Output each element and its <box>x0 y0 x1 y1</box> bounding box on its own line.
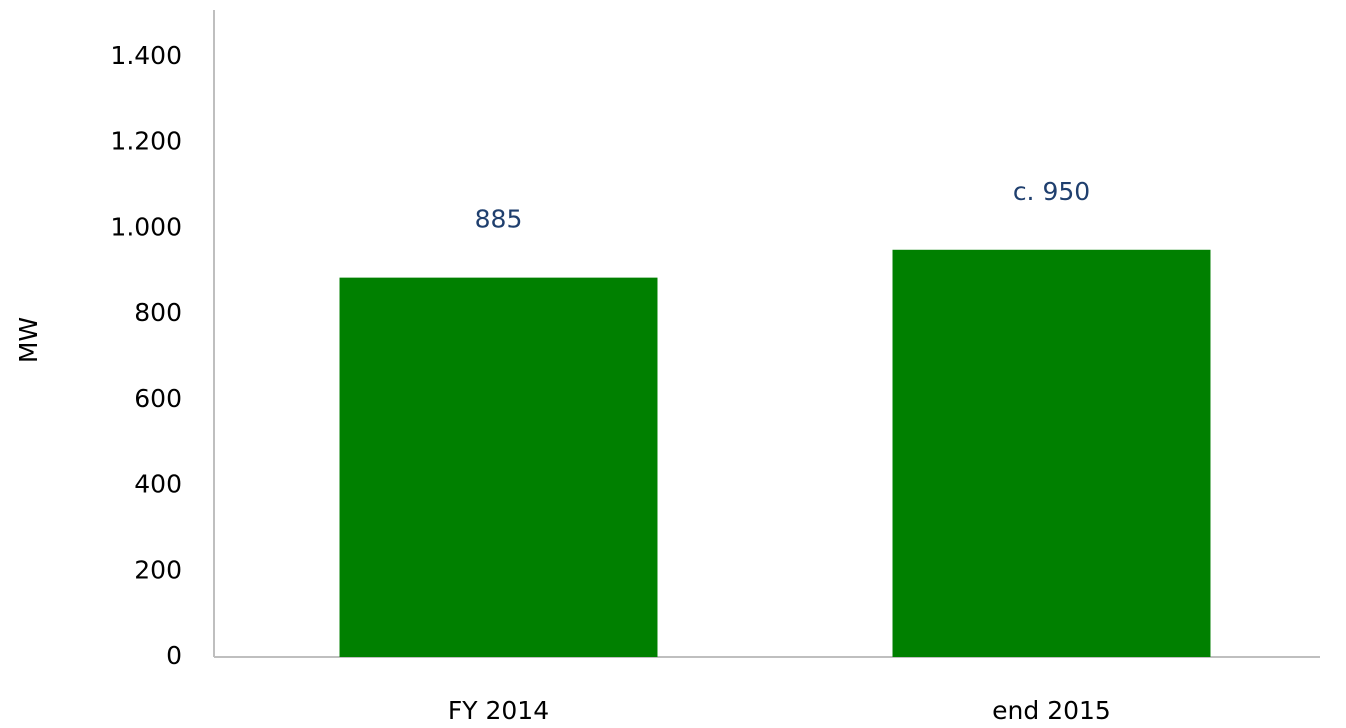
y-tick-label: 400 <box>134 470 182 499</box>
y-tick-label: 1.400 <box>110 41 182 70</box>
data-label: 885 <box>475 205 523 234</box>
y-tick-label: 800 <box>134 298 182 327</box>
bar <box>339 277 658 657</box>
y-tick-label: 0 <box>166 641 182 670</box>
y-tick-label: 1.000 <box>110 212 182 241</box>
bar <box>892 249 1211 657</box>
y-tick-label: 200 <box>134 555 182 584</box>
x-tick-label: end 2015 <box>992 696 1111 725</box>
y-tick-label: 600 <box>134 384 182 413</box>
y-axis-label: MW <box>14 317 43 363</box>
data-label: c. 950 <box>1013 177 1090 206</box>
x-tick-label: FY 2014 <box>448 696 549 725</box>
y-tick-label: 1.200 <box>110 127 182 156</box>
